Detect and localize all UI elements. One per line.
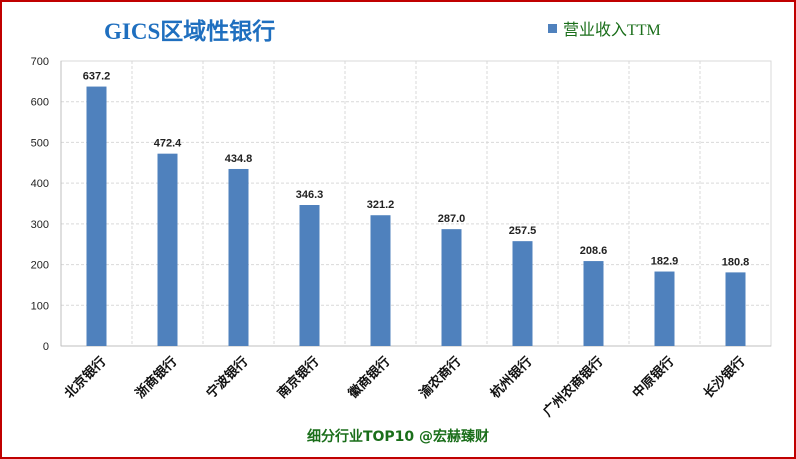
bar-value-label: 321.2	[367, 199, 395, 211]
bar	[228, 168, 249, 346]
x-tick-label: 杭州银行	[487, 354, 535, 402]
bar-value-label: 180.8	[722, 256, 750, 268]
x-tick-label: 广州农商银行	[540, 354, 606, 420]
x-tick-label: 浙商银行	[132, 354, 180, 402]
bar	[654, 271, 675, 346]
bar	[512, 241, 533, 346]
y-tick-label: 300	[31, 219, 49, 231]
x-tick-label: 北京银行	[61, 354, 109, 402]
x-tick-label: 渝农商行	[416, 354, 464, 402]
x-tick-label: 宁波银行	[203, 354, 251, 402]
bar-value-label: 472.4	[154, 138, 182, 150]
y-tick-label: 500	[31, 137, 49, 149]
x-tick-label: 徽商银行	[345, 354, 394, 403]
x-tick-label: 长沙银行	[700, 354, 748, 402]
legend-label: 营业收入TTM	[563, 22, 661, 39]
legend: 营业收入TTM	[548, 16, 661, 40]
x-tick-label: 南京银行	[274, 354, 322, 402]
y-tick-label: 0	[43, 341, 49, 353]
legend-swatch	[548, 23, 557, 33]
y-tick-label: 600	[31, 97, 49, 109]
bar-value-label: 182.9	[651, 256, 679, 268]
bar-value-label: 346.3	[296, 189, 324, 201]
y-tick-label: 200	[31, 260, 49, 272]
bar	[583, 261, 604, 346]
bar-value-label: 257.5	[509, 225, 537, 237]
y-tick-label: 700	[31, 56, 49, 68]
footer-caption: 细分行业TOP10 @宏赫臻财	[306, 429, 490, 445]
bar	[370, 215, 391, 346]
x-tick-label: 中原银行	[629, 354, 677, 402]
chart-title: GICS区域性银行	[104, 19, 276, 44]
bar	[157, 153, 178, 346]
bar-value-label: 637.2	[83, 71, 111, 83]
bar-value-label: 434.8	[225, 153, 253, 165]
bar	[299, 205, 320, 346]
y-tick-label: 100	[31, 300, 49, 312]
bar	[441, 229, 462, 346]
bar	[725, 272, 746, 346]
y-tick-label: 400	[31, 178, 49, 190]
bar-value-label: 287.0	[438, 213, 466, 225]
bar-value-label: 208.6	[580, 245, 608, 257]
bar	[86, 86, 107, 346]
